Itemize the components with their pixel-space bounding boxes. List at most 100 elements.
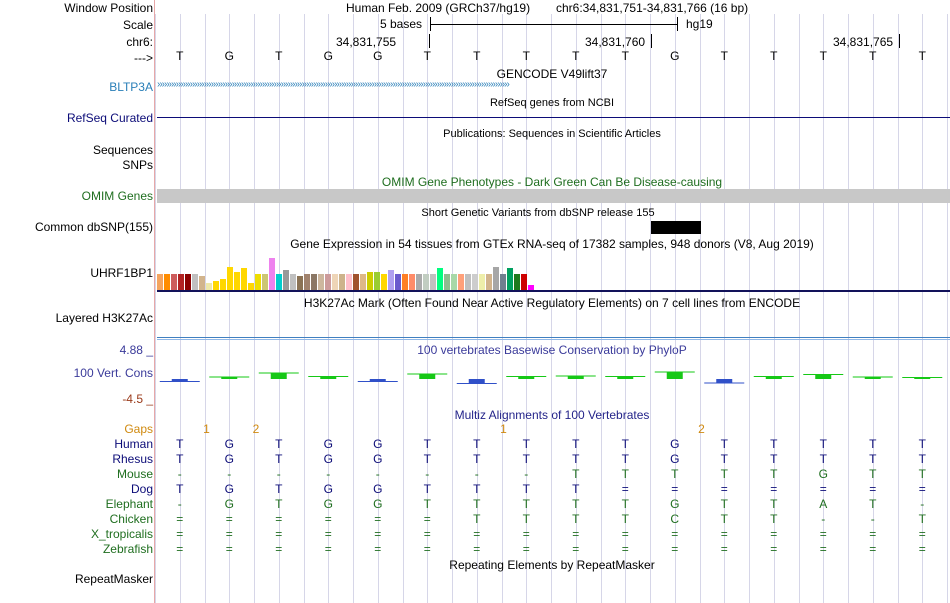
- gencode-gene-label[interactable]: BLTP3A: [109, 80, 153, 94]
- gtex-tissue-bar[interactable]: [283, 270, 289, 290]
- alignment-base: =: [423, 527, 431, 541]
- gtex-tissue-bar[interactable]: [451, 274, 457, 290]
- gtex-tissue-bar[interactable]: [185, 274, 191, 290]
- gtex-tissue-bar[interactable]: [409, 274, 415, 290]
- gtex-tissue-bar[interactable]: [241, 268, 247, 290]
- gencode-transcript[interactable]: ››››››››››››››››››››››››››››››››››››››››…: [157, 79, 510, 90]
- species-label[interactable]: Mouse: [116, 467, 153, 481]
- gtex-tissue-bar[interactable]: [521, 274, 527, 290]
- phylop-track-label[interactable]: 100 Vert. Cons: [73, 366, 153, 380]
- species-label[interactable]: Elephant: [105, 497, 153, 511]
- dbsnp-track-title: Short Genetic Variants from dbSNP releas…: [421, 207, 655, 219]
- gtex-bar-graph[interactable]: [157, 254, 557, 290]
- omim-track-label[interactable]: OMIM Genes: [81, 189, 153, 203]
- alignment-base: T: [720, 497, 728, 511]
- gtex-tissue-bar[interactable]: [437, 268, 443, 290]
- alignment-base: -: [227, 467, 232, 481]
- gtex-tissue-bar[interactable]: [507, 268, 513, 290]
- gtex-tissue-bar[interactable]: [227, 267, 233, 290]
- gtex-tissue-bar[interactable]: [416, 274, 422, 290]
- refseq-gene-line[interactable]: [157, 117, 950, 118]
- gtex-tissue-bar[interactable]: [346, 274, 352, 290]
- gtex-tissue-bar[interactable]: [325, 274, 331, 290]
- gtex-tissue-bar[interactable]: [479, 274, 485, 290]
- snps-track-label[interactable]: SNPs: [122, 158, 153, 172]
- gtex-tissue-bar[interactable]: [297, 276, 303, 290]
- species-label[interactable]: Human: [114, 437, 153, 451]
- gtex-tissue-bar[interactable]: [171, 274, 177, 290]
- gtex-tissue-bar[interactable]: [430, 274, 436, 290]
- gtex-tissue-bar[interactable]: [199, 276, 205, 290]
- gtex-tissue-bar[interactable]: [269, 258, 275, 290]
- alignment-base: -: [375, 467, 380, 481]
- coord-label: 34,831,765: [833, 35, 894, 49]
- dbsnp-variant[interactable]: [651, 221, 701, 234]
- species-label[interactable]: X_tropicalis: [90, 527, 153, 541]
- alignment-base: T: [869, 467, 877, 481]
- gtex-tissue-bar[interactable]: [157, 274, 163, 290]
- gtex-tissue-bar[interactable]: [444, 274, 450, 290]
- gtex-tissue-bar[interactable]: [213, 281, 219, 290]
- publications-track-label[interactable]: Sequences: [92, 143, 153, 157]
- gtex-tissue-bar[interactable]: [276, 274, 282, 290]
- h3k27ac-signal-line: [157, 337, 950, 338]
- gtex-tissue-bar[interactable]: [206, 283, 212, 290]
- gtex-tissue-bar[interactable]: [353, 274, 359, 290]
- species-label[interactable]: Gaps: [124, 422, 153, 436]
- phylop-graph[interactable]: [0, 355, 950, 400]
- gtex-tissue-bar[interactable]: [423, 274, 429, 290]
- species-label[interactable]: Rhesus: [112, 452, 153, 466]
- species-label[interactable]: Zebrafish: [102, 542, 153, 556]
- gtex-tissue-bar[interactable]: [311, 274, 317, 290]
- gtex-tissue-bar[interactable]: [402, 274, 408, 290]
- gtex-tissue-bar[interactable]: [178, 274, 184, 290]
- gtex-tissue-bar[interactable]: [255, 274, 261, 290]
- omim-feature-bar[interactable]: [157, 189, 950, 203]
- gtex-tissue-bar[interactable]: [248, 283, 254, 290]
- sequence-base: T: [275, 49, 283, 63]
- gtex-tissue-bar[interactable]: [514, 274, 520, 290]
- gtex-tissue-bar[interactable]: [290, 274, 296, 290]
- gtex-tissue-bar[interactable]: [493, 267, 499, 290]
- alignment-base: T: [671, 467, 679, 481]
- gtex-tissue-bar[interactable]: [486, 274, 492, 290]
- alignment-base: -: [821, 512, 826, 526]
- gtex-tissue-bar[interactable]: [192, 274, 198, 290]
- gtex-tissue-bar[interactable]: [458, 274, 464, 290]
- gtex-tissue-bar[interactable]: [220, 279, 226, 290]
- alignment-base: =: [770, 542, 778, 556]
- phylop-bar: [419, 374, 436, 379]
- gtex-tissue-bar[interactable]: [332, 274, 338, 290]
- gtex-tissue-bar[interactable]: [374, 272, 380, 290]
- refseq-track-label[interactable]: RefSeq Curated: [66, 111, 153, 125]
- alignment-base: =: [522, 542, 530, 556]
- alignment-base: T: [522, 452, 530, 466]
- gtex-tissue-bar[interactable]: [304, 274, 310, 290]
- gtex-gene-label[interactable]: UHRF1BP1: [90, 266, 153, 280]
- gtex-tissue-bar[interactable]: [395, 274, 401, 290]
- gtex-tissue-bar[interactable]: [234, 272, 240, 290]
- h3k27ac-track-label[interactable]: Layered H3K27Ac: [55, 311, 153, 325]
- alignment-base: =: [423, 542, 431, 556]
- gtex-tissue-bar[interactable]: [318, 274, 324, 290]
- gtex-tissue-bar[interactable]: [367, 272, 373, 290]
- sequence-base: T: [522, 49, 530, 63]
- species-label[interactable]: Dog: [130, 482, 153, 496]
- gtex-tissue-bar[interactable]: [472, 274, 478, 290]
- alignment-base: T: [572, 512, 580, 526]
- repeatmasker-track-label[interactable]: RepeatMasker: [74, 572, 153, 586]
- gtex-tissue-bar[interactable]: [339, 274, 345, 290]
- gtex-tissue-bar[interactable]: [360, 274, 366, 290]
- gtex-tissue-bar[interactable]: [381, 274, 387, 290]
- gtex-tissue-bar[interactable]: [388, 270, 394, 290]
- gtex-tissue-bar[interactable]: [262, 274, 268, 290]
- gtex-tissue-bar[interactable]: [500, 274, 506, 290]
- species-label[interactable]: Chicken: [109, 512, 153, 526]
- dbsnp-track-label[interactable]: Common dbSNP(155): [34, 220, 153, 234]
- gtex-tissue-bar[interactable]: [528, 285, 534, 290]
- gtex-tissue-bar[interactable]: [465, 274, 471, 290]
- coord-label: 34,831,755: [336, 35, 397, 49]
- gap-count: 1: [500, 422, 507, 436]
- gtex-tissue-bar[interactable]: [164, 274, 170, 290]
- alignment-base: G: [818, 467, 828, 481]
